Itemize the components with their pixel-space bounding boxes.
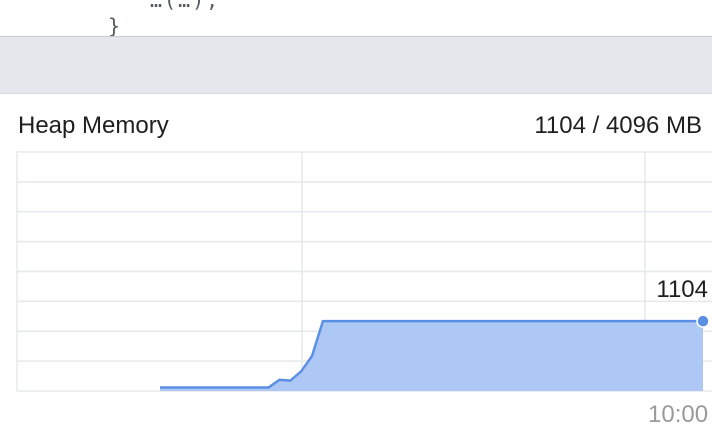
- time-axis-label: 10:00: [648, 401, 708, 428]
- closing-brace: }: [108, 14, 121, 37]
- heap-memory-panel: Heap Memory 1104 / 4096 MB 1104 10:00: [0, 94, 712, 432]
- heap-memory-chart: 1104 10:00: [16, 151, 712, 428]
- code-editor-strip: …(…); }: [0, 0, 712, 37]
- heap-area-fill: [160, 321, 703, 391]
- current-value-dot: [696, 314, 710, 328]
- current-value-label: 1104: [656, 276, 708, 303]
- heap-memory-title: Heap Memory: [18, 112, 169, 139]
- heap-series-line: [160, 319, 703, 389]
- code-line: …(…);: [150, 0, 221, 12]
- panel-toolbar: [0, 37, 712, 94]
- heap-memory-usage: 1104 / 4096 MB: [534, 112, 702, 139]
